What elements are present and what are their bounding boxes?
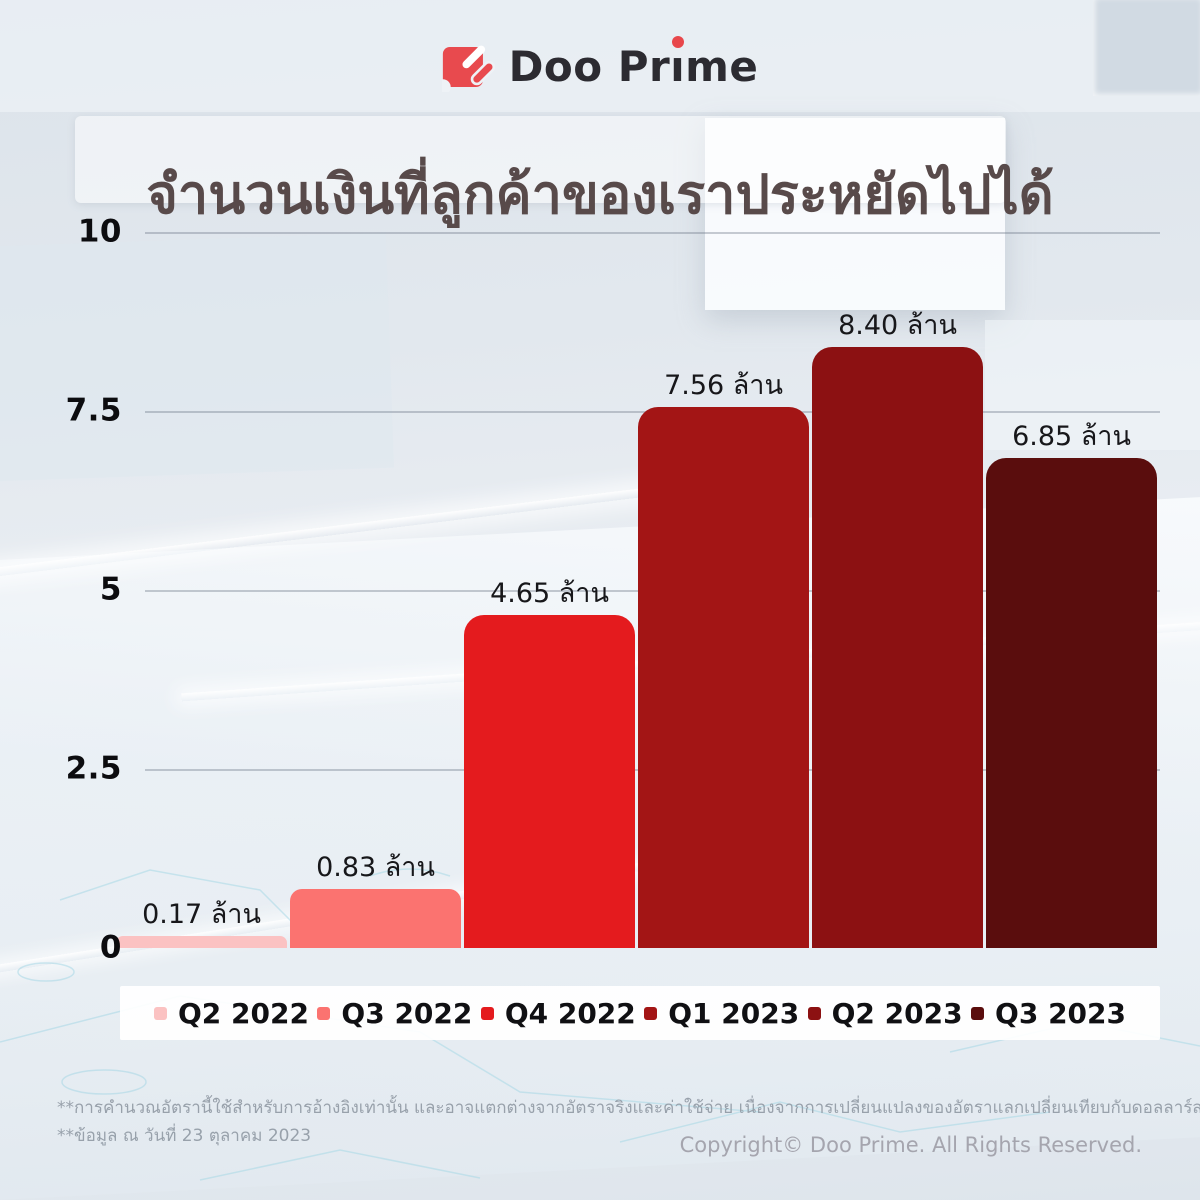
legend-swatch-icon [971,1006,985,1020]
gridline-10 [145,232,1160,234]
legend: Q2 2022 Q3 2022 Q4 2022 Q1 2023 Q2 2023 Q3 20… [120,986,1160,1040]
legend-label: Q4 2022 [504,996,636,1030]
legend-swatch-icon [644,1006,658,1020]
bar-value-label-q1-2023: 7.56 ล้าน [664,369,783,401]
bar-q3-2022 [290,888,461,948]
bar-value-label-q4-2022: 4.65 ล้าน [490,578,609,610]
logo-i-with-red-dot: ı [670,42,686,91]
bar-q2-2022 [116,935,287,948]
y-tick-label-0: 0 [99,929,122,966]
legend-label: Q2 2023 [831,996,963,1030]
bar-q1-2023 [638,406,809,948]
y-tick-label-2.5: 2.5 [65,750,122,787]
bar-value-label-q3-2022: 0.83 ล้าน [316,851,435,883]
legend-item-q4-2022: Q4 2022 [480,996,636,1030]
legend-item-q3-2023: Q3 2023 [971,997,1126,1030]
y-axis: 0 2.5 5 7.5 10 [0,0,122,1200]
legend-item-q1-2023: Q1 2023 [644,997,799,1030]
y-tick-label-7.5: 7.5 [65,392,122,429]
legend-swatch-icon [154,1006,167,1020]
legend-swatch-icon [317,1006,331,1020]
legend-swatch-icon [480,1006,494,1020]
legend-item-q3-2022: Q3 2022 [317,997,472,1030]
y-tick-label-10: 10 [77,213,122,250]
bar-q3-2023 [986,457,1157,948]
title-background-band [75,116,1006,203]
legend-label: Q1 2023 [668,996,800,1030]
doo-prime-logo: Doo Prıme [0,42,1200,92]
background-panel-top [0,0,1200,112]
bar-q4-2022 [464,615,635,948]
legend-label: Q3 2022 [341,996,473,1030]
copyright-text: Copyright© Doo Prime. All Rights Reserve… [679,1133,1142,1157]
footnote-data-date: **ข้อมูล ณ วันที่ 23 ตุลาคม 2023 [57,1126,312,1146]
bar-q2-2023 [812,346,983,948]
bar-value-label-q2-2022: 0.17 ล้าน [142,898,261,930]
legend-swatch-icon [807,1006,821,1020]
legend-item-q2-2022: Q2 2022 [154,997,309,1030]
footnote-disclaimer: **การคำนวณอัตรานี้ใช้สำหรับการอ้างอิงเท่… [57,1098,1200,1118]
bar-value-label-q3-2023: 6.85 ล้าน [1012,420,1131,452]
legend-item-q2-2023: Q2 2023 [807,996,963,1030]
bar-value-label-q2-2023: 8.40 ล้าน [838,309,957,341]
background-panel-corner [1093,0,1200,96]
background-panel-right [985,320,1200,450]
legend-label: Q3 2023 [995,996,1126,1030]
doo-prime-logo-text: Doo Prıme [508,42,759,91]
legend-label: Q2 2022 [178,996,309,1030]
y-tick-label-5: 5 [99,571,122,608]
page-title: จำนวนเงินที่ลูกค้าของเราประหยัดไปได้ [146,163,1054,227]
doo-prime-logo-icon [441,45,495,92]
